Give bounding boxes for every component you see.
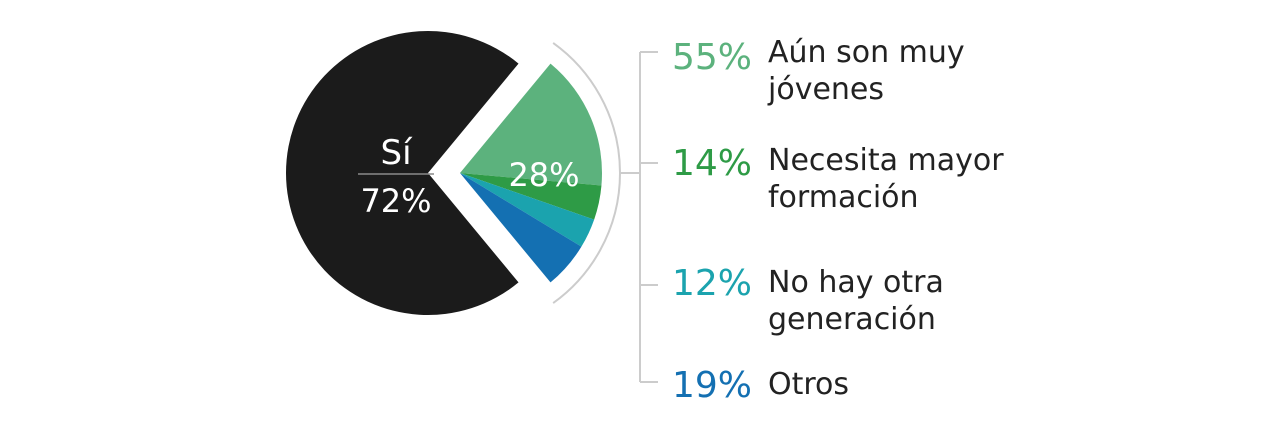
breakdown-label-3: No hay otra generación: [768, 265, 944, 337]
breakdown-value-1: 55%: [672, 37, 753, 78]
breakdown-value-2: 14%: [672, 143, 753, 184]
slice-value-28: 28%: [508, 156, 579, 194]
pie-subslice-4: [460, 173, 582, 283]
pie-group: [286, 30, 603, 315]
pie-subslice-3: [460, 173, 595, 247]
slice-value-si: 72%: [360, 182, 431, 220]
breakdown-label-2: Necesita mayor formación: [768, 143, 1004, 215]
pie-slice-si: [286, 30, 519, 315]
breakdown-value-3: 12%: [672, 263, 753, 304]
pie-subslice-2: [460, 173, 602, 220]
slice-label-si: Sí: [380, 133, 413, 173]
breakdown-label-1: Aún son muy jóvenes: [768, 35, 965, 107]
pie-subslice-1: [460, 63, 603, 186]
breakdown-value-4: 19%: [672, 365, 753, 406]
bracket-arc: [552, 42, 621, 304]
breakdown-label-4: Otros: [768, 367, 850, 402]
legend-bracket: [639, 51, 658, 383]
